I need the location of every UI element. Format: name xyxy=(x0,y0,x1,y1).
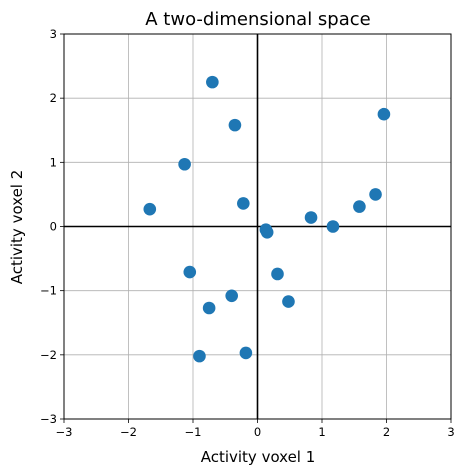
scatter-point xyxy=(228,118,242,132)
scatter-point xyxy=(225,289,238,303)
scatter-point xyxy=(202,301,216,315)
x-tick-label: 3 xyxy=(447,425,454,439)
y-tick-label: −3 xyxy=(40,412,57,426)
scatter-point xyxy=(304,211,318,224)
x-tick-label: 0 xyxy=(254,425,261,439)
scatter-point xyxy=(206,75,219,89)
y-tick-label: 2 xyxy=(50,91,57,105)
x-axis-label: Activity voxel 1 xyxy=(201,448,316,466)
scatter-point xyxy=(143,202,157,216)
y-tick-label: 3 xyxy=(50,27,57,41)
x-tick-label: −1 xyxy=(185,425,202,439)
scatter-point xyxy=(239,346,253,360)
x-axis-ticks: −3 −2 −1 0 1 2 3 xyxy=(56,419,455,439)
y-axis-ticks: −3 −2 −1 0 1 2 3 xyxy=(40,27,64,426)
y-tick-label: −2 xyxy=(40,348,57,362)
scatter-point xyxy=(237,197,250,210)
y-tick-label: 1 xyxy=(50,155,57,169)
zero-lines xyxy=(64,34,451,419)
scatter-point xyxy=(353,200,366,213)
scatter-point xyxy=(271,267,284,281)
x-tick-label: 1 xyxy=(318,425,325,439)
chart-title: A two-dimensional space xyxy=(145,9,370,30)
scatter-point xyxy=(260,225,274,239)
scatter-point xyxy=(369,188,382,201)
scatter-point xyxy=(193,349,206,363)
scatter-point xyxy=(183,265,197,279)
x-tick-label: −3 xyxy=(56,425,73,439)
x-tick-label: −2 xyxy=(120,425,137,439)
scatter-point xyxy=(178,157,191,171)
y-tick-label: −1 xyxy=(40,284,57,298)
scatter-point xyxy=(377,107,391,121)
scatter-points xyxy=(143,75,391,363)
y-axis-label: Activity voxel 2 xyxy=(8,170,26,285)
x-tick-label: 2 xyxy=(383,425,390,439)
scatter-point xyxy=(326,220,340,233)
scatter-point xyxy=(282,295,295,308)
y-tick-label: 0 xyxy=(50,220,57,234)
